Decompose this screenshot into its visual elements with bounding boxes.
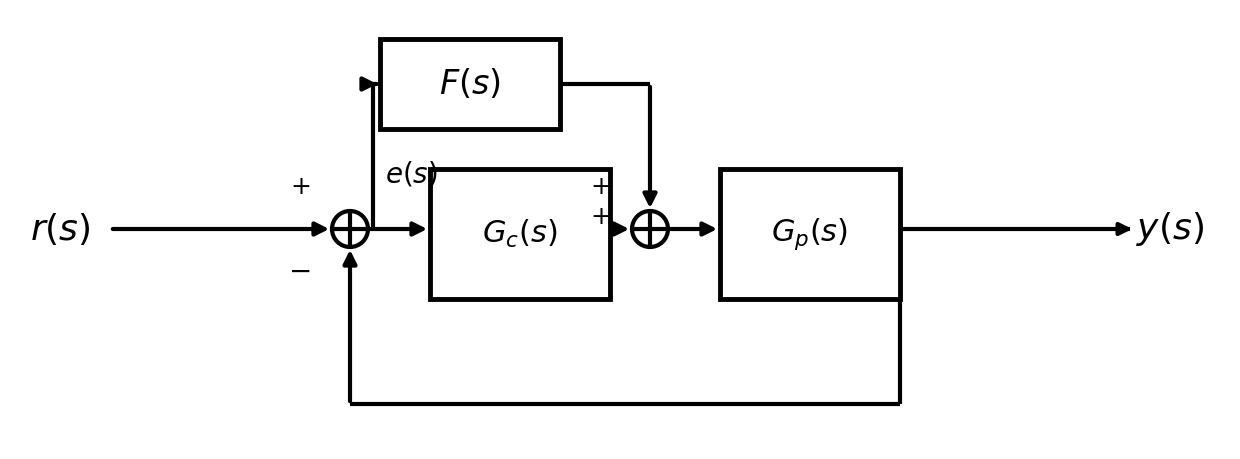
Text: $+$: $+$ (290, 175, 310, 198)
Text: $e(s)$: $e(s)$ (384, 159, 438, 189)
Text: $-$: $-$ (288, 257, 310, 285)
Text: $+$: $+$ (590, 175, 610, 198)
Bar (379, 39, 560, 129)
Text: $+$: $+$ (590, 206, 610, 229)
Bar (720, 169, 900, 299)
Text: $G_c(s)$: $G_c(s)$ (482, 218, 558, 250)
Text: $F(s)$: $F(s)$ (439, 67, 501, 101)
Text: $G_p(s)$: $G_p(s)$ (771, 216, 848, 252)
Bar (430, 169, 610, 299)
Text: $r(s)$: $r(s)$ (30, 211, 91, 247)
Text: $y(s)$: $y(s)$ (1136, 210, 1204, 248)
